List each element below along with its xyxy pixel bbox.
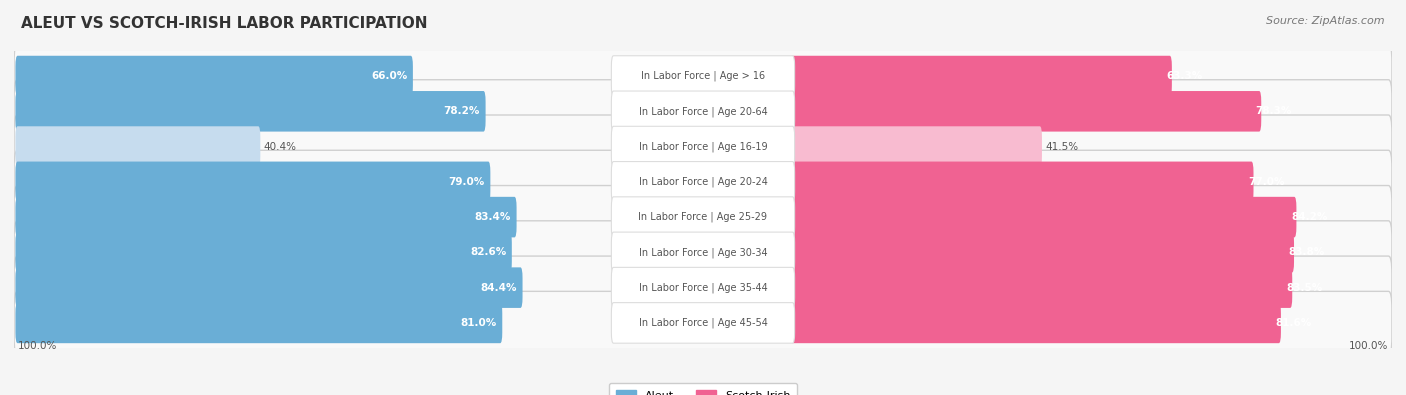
FancyBboxPatch shape: [15, 91, 485, 132]
Text: 84.2%: 84.2%: [1291, 212, 1327, 222]
Text: In Labor Force | Age 20-24: In Labor Force | Age 20-24: [638, 177, 768, 187]
FancyBboxPatch shape: [612, 197, 794, 237]
Text: 79.0%: 79.0%: [449, 177, 485, 187]
FancyBboxPatch shape: [612, 267, 794, 308]
Text: 100.0%: 100.0%: [17, 341, 56, 351]
FancyBboxPatch shape: [612, 126, 794, 167]
FancyBboxPatch shape: [15, 232, 512, 273]
Text: In Labor Force | Age 30-34: In Labor Force | Age 30-34: [638, 247, 768, 258]
FancyBboxPatch shape: [14, 45, 1392, 107]
FancyBboxPatch shape: [612, 56, 794, 96]
FancyBboxPatch shape: [15, 197, 516, 237]
FancyBboxPatch shape: [15, 267, 523, 308]
FancyBboxPatch shape: [612, 232, 794, 273]
Text: In Labor Force | Age > 16: In Labor Force | Age > 16: [641, 71, 765, 81]
FancyBboxPatch shape: [612, 162, 794, 202]
Text: 77.0%: 77.0%: [1249, 177, 1285, 187]
FancyBboxPatch shape: [15, 162, 491, 202]
FancyBboxPatch shape: [790, 232, 1294, 273]
Text: 40.4%: 40.4%: [264, 141, 297, 152]
FancyBboxPatch shape: [612, 91, 794, 132]
FancyBboxPatch shape: [14, 221, 1392, 284]
Text: 83.4%: 83.4%: [475, 212, 510, 222]
FancyBboxPatch shape: [15, 126, 260, 167]
Text: In Labor Force | Age 25-29: In Labor Force | Age 25-29: [638, 212, 768, 222]
Text: Source: ZipAtlas.com: Source: ZipAtlas.com: [1267, 16, 1385, 26]
FancyBboxPatch shape: [14, 115, 1392, 178]
Text: 84.4%: 84.4%: [481, 283, 517, 293]
Text: ALEUT VS SCOTCH-IRISH LABOR PARTICIPATION: ALEUT VS SCOTCH-IRISH LABOR PARTICIPATIO…: [21, 16, 427, 31]
FancyBboxPatch shape: [14, 292, 1392, 354]
Text: In Labor Force | Age 45-54: In Labor Force | Age 45-54: [638, 318, 768, 328]
Text: 83.8%: 83.8%: [1288, 247, 1324, 258]
Text: 78.3%: 78.3%: [1256, 106, 1292, 116]
FancyBboxPatch shape: [790, 197, 1296, 237]
Text: 81.0%: 81.0%: [461, 318, 496, 328]
FancyBboxPatch shape: [790, 303, 1281, 343]
FancyBboxPatch shape: [790, 91, 1261, 132]
Text: 78.2%: 78.2%: [444, 106, 479, 116]
FancyBboxPatch shape: [790, 162, 1254, 202]
FancyBboxPatch shape: [790, 56, 1171, 96]
FancyBboxPatch shape: [612, 303, 794, 343]
Text: In Labor Force | Age 16-19: In Labor Force | Age 16-19: [638, 141, 768, 152]
Legend: Aleut, Scotch-Irish: Aleut, Scotch-Irish: [609, 383, 797, 395]
Text: 81.6%: 81.6%: [1275, 318, 1312, 328]
Text: 66.0%: 66.0%: [371, 71, 408, 81]
FancyBboxPatch shape: [15, 303, 502, 343]
FancyBboxPatch shape: [15, 56, 413, 96]
Text: 82.6%: 82.6%: [470, 247, 506, 258]
FancyBboxPatch shape: [790, 126, 1042, 167]
Text: In Labor Force | Age 20-64: In Labor Force | Age 20-64: [638, 106, 768, 117]
Text: 63.3%: 63.3%: [1167, 71, 1202, 81]
FancyBboxPatch shape: [14, 256, 1392, 319]
FancyBboxPatch shape: [14, 150, 1392, 213]
Text: 83.5%: 83.5%: [1286, 283, 1323, 293]
Text: In Labor Force | Age 35-44: In Labor Force | Age 35-44: [638, 282, 768, 293]
FancyBboxPatch shape: [790, 267, 1292, 308]
Text: 41.5%: 41.5%: [1046, 141, 1078, 152]
Text: 100.0%: 100.0%: [1350, 341, 1389, 351]
FancyBboxPatch shape: [14, 186, 1392, 249]
FancyBboxPatch shape: [14, 80, 1392, 143]
